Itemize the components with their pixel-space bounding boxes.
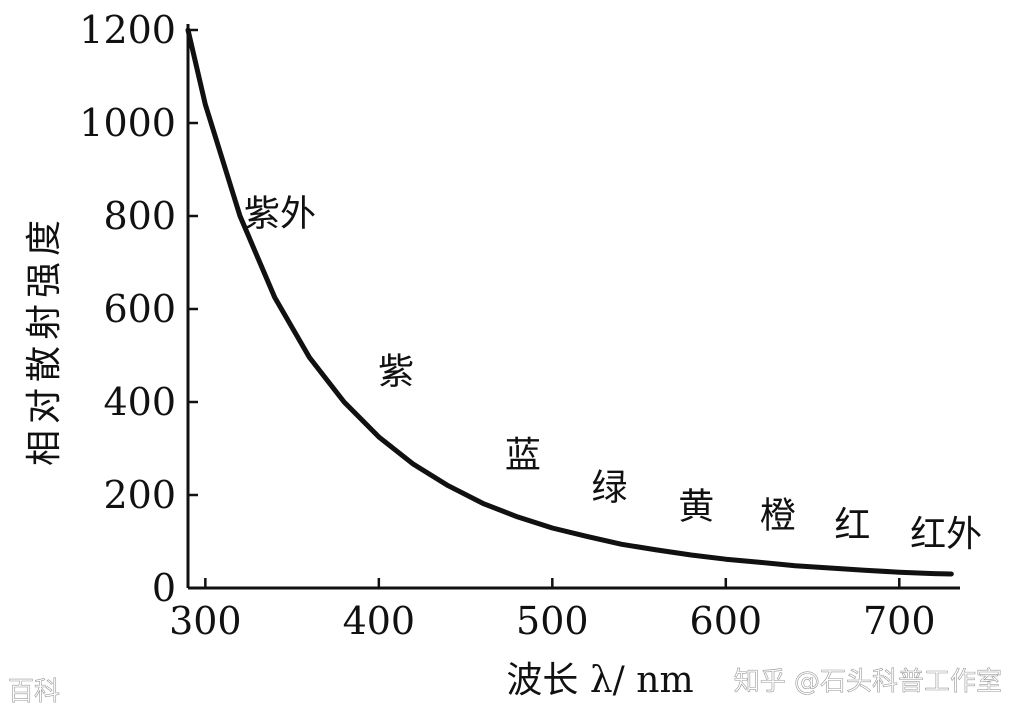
- y-tick-label: 400: [103, 380, 176, 424]
- x-axis-label: 波长 λ/ nm: [506, 660, 693, 701]
- x-ticks: 300 400 500 600 700: [169, 578, 936, 643]
- y-tick-label: 1200: [79, 8, 176, 52]
- x-tick-label: 600: [690, 599, 763, 643]
- band-label: 紫外: [244, 193, 316, 234]
- band-label: 红外: [910, 514, 982, 555]
- band-labels: 紫外紫蓝绿 黄 橙红红外: [244, 193, 982, 555]
- band-label: 黄: [678, 486, 714, 527]
- band-label: 绿: [592, 468, 628, 509]
- band-label: 橙: [760, 496, 796, 537]
- axes: [186, 24, 960, 590]
- watermark-right: 知乎 @石头科普工作室: [734, 667, 1002, 697]
- scattering-curve: [185, 27, 954, 577]
- x-tick-label: 700: [863, 599, 936, 643]
- y-tick-label: 600: [103, 287, 176, 331]
- y-tick-label: 200: [103, 473, 176, 517]
- band-label: 紫: [378, 351, 414, 392]
- band-label: 蓝: [505, 435, 541, 476]
- y-axis-label: 相对散射强度: [24, 214, 65, 466]
- watermark-left: 百科: [8, 677, 60, 707]
- y-tick-label: 800: [103, 194, 176, 238]
- y-ticks: 0 200 400 600 800 1000 1200: [79, 8, 198, 610]
- x-tick-label: 300: [169, 599, 242, 643]
- band-label: 红: [834, 505, 870, 546]
- x-tick-label: 500: [516, 599, 589, 643]
- y-tick-label: 1000: [79, 101, 176, 145]
- x-tick-label: 400: [343, 599, 416, 643]
- y-tick-label: 0: [152, 566, 176, 610]
